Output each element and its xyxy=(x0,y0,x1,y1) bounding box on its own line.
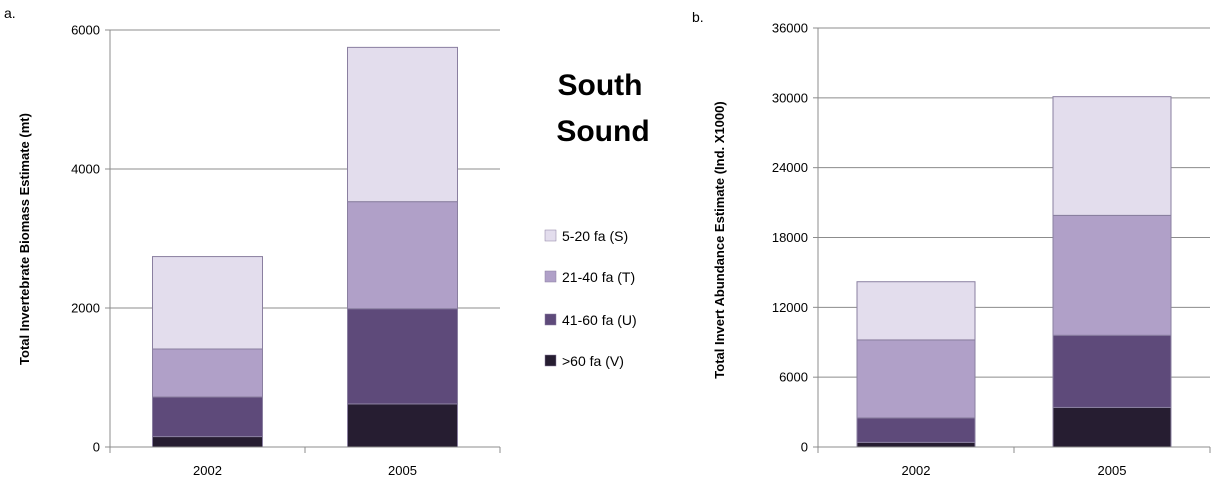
y-tick-label: 4000 xyxy=(71,162,100,177)
bar-segment-2002-4 xyxy=(152,256,263,350)
legend-swatch-v xyxy=(544,354,557,367)
bar-segment-2005-3 xyxy=(347,201,458,310)
legend-label-t: 21-40 fa (T) xyxy=(562,269,635,285)
bar-segment-2005-3 xyxy=(1052,214,1172,336)
bar-segment-2002-4 xyxy=(856,281,976,341)
y-tick-label: 6000 xyxy=(779,370,808,385)
bar-segment-2002-1 xyxy=(152,436,263,448)
x-tick-label: 2002 xyxy=(193,463,222,478)
bar-segment-2002-2 xyxy=(152,396,263,438)
legend: 5-20 fa (S) 21-40 fa (T) 41-60 fa (U) >6… xyxy=(544,228,637,369)
y-tick-label: 2000 xyxy=(71,301,100,316)
bar-segment-2005-2 xyxy=(347,308,458,405)
bar-segment-2002-1 xyxy=(856,441,976,448)
panel-b-label: b. xyxy=(692,9,704,25)
legend-label-s: 5-20 fa (S) xyxy=(562,228,628,244)
y-tick-label: 0 xyxy=(801,440,808,455)
legend-label-v: >60 fa (V) xyxy=(562,353,624,369)
y-tick-label: 12000 xyxy=(772,300,808,315)
y-tick-label: 18000 xyxy=(772,230,808,245)
y-tick-label: 0 xyxy=(93,440,100,455)
panel-b-y-axis-label: Total Invert Abundance Estimate (Ind. X1… xyxy=(712,101,727,378)
bar-segment-2002-2 xyxy=(856,417,976,443)
x-tick-label: 2005 xyxy=(388,463,417,478)
panel-a-y-axis-label: Total Invertebrate Biomass Estimate (mt) xyxy=(17,113,32,365)
x-tick-label: 2002 xyxy=(902,463,931,478)
bar-segment-2005-2 xyxy=(1052,334,1172,408)
legend-swatch-t xyxy=(544,270,557,283)
panel-b-abundance-chart: b. 0 6000 12000 18000 24000 30000 36000 2002 200… xyxy=(692,9,1211,478)
panel-a-label: a. xyxy=(4,5,16,21)
legend-swatch-u xyxy=(544,313,557,326)
bar-segment-2005-4 xyxy=(1052,96,1172,216)
bar-segment-2005-1 xyxy=(347,403,458,448)
x-tick-label: 2005 xyxy=(1098,463,1127,478)
center-title-line1: South xyxy=(558,69,643,102)
y-tick-label: 36000 xyxy=(772,21,808,36)
y-tick-label: 30000 xyxy=(772,90,808,105)
bar-segment-2005-1 xyxy=(1052,406,1172,448)
legend-label-u: 41-60 fa (U) xyxy=(562,312,637,328)
center-title-line2: Sound xyxy=(556,115,649,148)
panel-a-biomass-chart: a. 0 2000 4000 6000 2002 2005 Total Invertebr… xyxy=(4,5,501,478)
y-tick-label: 6000 xyxy=(71,23,100,38)
y-tick-label: 24000 xyxy=(772,160,808,175)
bar-segment-2002-3 xyxy=(152,348,263,398)
bar-segment-2002-3 xyxy=(856,339,976,419)
legend-swatch-s xyxy=(544,229,557,242)
bar-segment-2005-4 xyxy=(347,46,458,203)
